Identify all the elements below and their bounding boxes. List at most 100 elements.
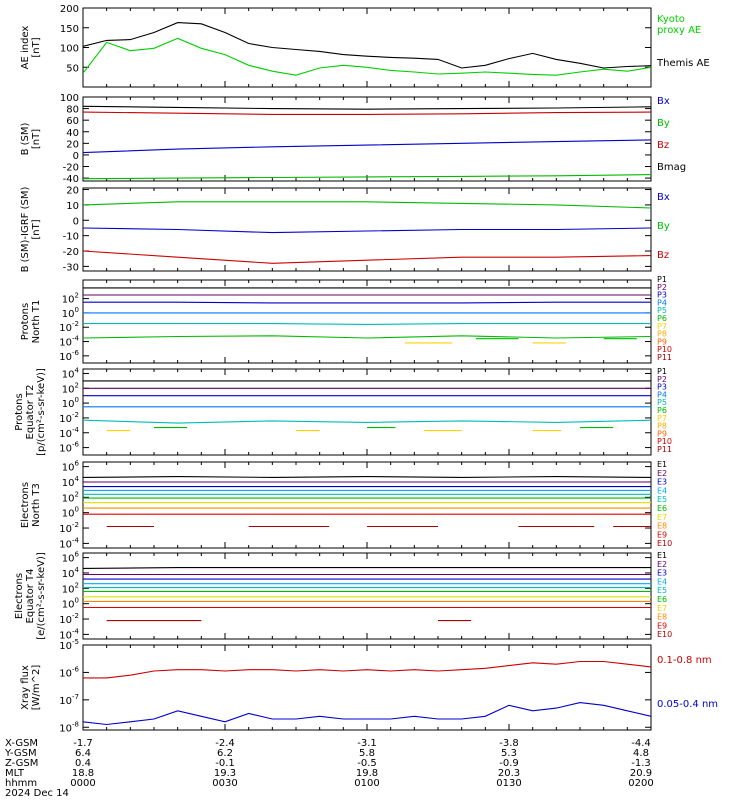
footer-row-label: Z-GSM [5, 758, 38, 769]
plot-frame [82, 368, 652, 456]
legend-entry: E10 [657, 539, 672, 548]
legend-entry: Kyoto proxy AE [657, 14, 701, 36]
footer-row-label: hhmm [5, 778, 37, 789]
y-tick-label: 200 [60, 4, 79, 15]
legend-entry: By [657, 118, 670, 129]
legend-entry: P7 [657, 322, 667, 331]
y-tick-label: 10-2 [59, 521, 79, 535]
y-tick-label: 104 [62, 566, 80, 580]
y-tick-label: 102 [62, 490, 79, 504]
legend-entry: E10 [657, 630, 672, 639]
series-line [83, 419, 651, 424]
legend-entry: P3 [657, 383, 667, 392]
series-line [83, 660, 651, 679]
footer-value: -1.7 [73, 738, 93, 749]
y-tick-label: -20 [63, 163, 79, 174]
legend-entry: P10 [657, 437, 672, 446]
y-tick-label: 10-4 [59, 426, 79, 440]
y-tick-label: 50 [66, 63, 79, 74]
footer-value: 0.4 [75, 758, 91, 769]
legend-entry: P4 [657, 390, 667, 399]
series-line [83, 323, 651, 325]
series-line [83, 301, 651, 304]
legend-entry: P11 [657, 353, 672, 362]
y-tick-label: 10-5 [59, 638, 79, 652]
legend-entry: P5 [657, 398, 667, 407]
y-tick-label: 10-2 [59, 411, 79, 425]
y-tick-label: -40 [63, 174, 79, 185]
y-axis-label: Protons [20, 303, 31, 340]
y-tick-label: 102 [62, 581, 79, 595]
legend-entry: P6 [657, 314, 667, 323]
footer-value: 4.8 [633, 748, 649, 759]
plot-frame [82, 552, 652, 640]
legend-entry: E5 [657, 586, 667, 595]
footer-value: -0.5 [357, 758, 377, 769]
y-axis-label: B (SM) [20, 122, 31, 155]
y-tick-label: -20 [63, 247, 79, 258]
series-line [83, 201, 651, 209]
legend-entry: P9 [657, 429, 667, 438]
y-tick-label: 150 [60, 24, 79, 35]
y-axis-label: Xray flux [20, 665, 31, 710]
legend-entry: E4 [657, 486, 667, 495]
legend-entry: Themis AE [656, 58, 710, 69]
y-tick-label: 102 [62, 292, 79, 306]
data-layer [83, 380, 651, 432]
legend-entry: P8 [657, 330, 667, 339]
y-tick-label: 10-4 [59, 536, 79, 550]
y-tick-label: 104 [62, 475, 80, 489]
y-axis-label: [nT] [31, 129, 42, 149]
series-line [83, 702, 651, 726]
footer-date: 2024 Dec 14 [5, 788, 69, 799]
legend-entry: Bmag [657, 162, 686, 173]
legend-entry: Bz [657, 140, 669, 151]
y-tick-label: 10 [66, 201, 79, 212]
footer-value: 0130 [496, 778, 521, 789]
chart-panel: 10-8 10-7 10-6 10-5 Xray flux [W/m^2] 0.1-0.8 … [20, 638, 718, 734]
y-axis-label: North T1 [31, 300, 42, 344]
legend-entry: P6 [657, 406, 667, 415]
footer-value: 6.4 [75, 748, 91, 759]
footer-value: 18.8 [72, 768, 94, 779]
legend-entry: P5 [657, 306, 667, 315]
footer-value: -3.8 [499, 738, 519, 749]
legend-entry: P3 [657, 291, 667, 300]
y-tick-label: 100 [62, 306, 79, 320]
legend-entry: P8 [657, 422, 667, 431]
legend-entry: E8 [657, 522, 667, 531]
legend-entry: P2 [657, 375, 667, 384]
plot-frame [82, 279, 652, 364]
legend-entry: Bz [657, 250, 669, 261]
legend-entry: E7 [657, 513, 667, 522]
y-axis-label: [W/m^2] [31, 665, 42, 711]
y-tick-label: 0 [73, 151, 79, 162]
legend-entry: E3 [657, 478, 667, 487]
footer-value: 20.9 [630, 768, 652, 779]
plot-frame [82, 7, 652, 88]
legend-entry: E8 [657, 613, 667, 622]
y-tick-label: 40 [66, 128, 79, 139]
legend-entry: P1 [657, 367, 667, 376]
footer-value: 19.3 [214, 768, 236, 779]
y-tick-label: 100 [62, 506, 79, 520]
y-tick-label: 80 [66, 105, 79, 116]
data-layer [83, 660, 651, 726]
y-tick-label: 10-4 [59, 627, 79, 641]
plot-frame [82, 644, 652, 731]
footer-value: -0.1 [215, 758, 235, 769]
y-tick-label: 0 [73, 216, 79, 227]
y-tick-label: 10-7 [59, 693, 79, 707]
y-tick-label: 20 [66, 139, 79, 150]
y-axis-label: Electrons [14, 573, 25, 619]
legend-entry: P7 [657, 414, 667, 423]
y-tick-label: 100 [62, 396, 79, 410]
y-tick-label: 20 [66, 186, 79, 197]
y-tick-label: 100 [62, 597, 79, 611]
legend-entry: 0.05-0.4 nm [657, 699, 718, 710]
legend-entry: E9 [657, 530, 667, 539]
